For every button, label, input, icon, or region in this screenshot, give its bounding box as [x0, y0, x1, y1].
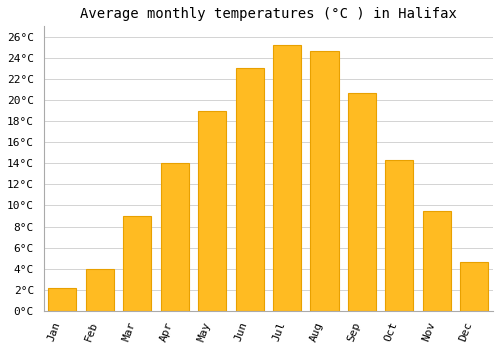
Bar [48, 288, 76, 311]
Bar [348, 93, 376, 311]
Bar [423, 211, 451, 311]
Bar [198, 111, 226, 311]
Title: Average monthly temperatures (°C ) in Halifax: Average monthly temperatures (°C ) in Ha… [80, 7, 457, 21]
Bar [86, 269, 114, 311]
Bar [160, 163, 189, 311]
Bar [123, 216, 152, 311]
Bar [386, 160, 413, 311]
Bar [310, 50, 338, 311]
Bar [273, 45, 301, 311]
Bar [236, 69, 264, 311]
Bar [460, 262, 488, 311]
